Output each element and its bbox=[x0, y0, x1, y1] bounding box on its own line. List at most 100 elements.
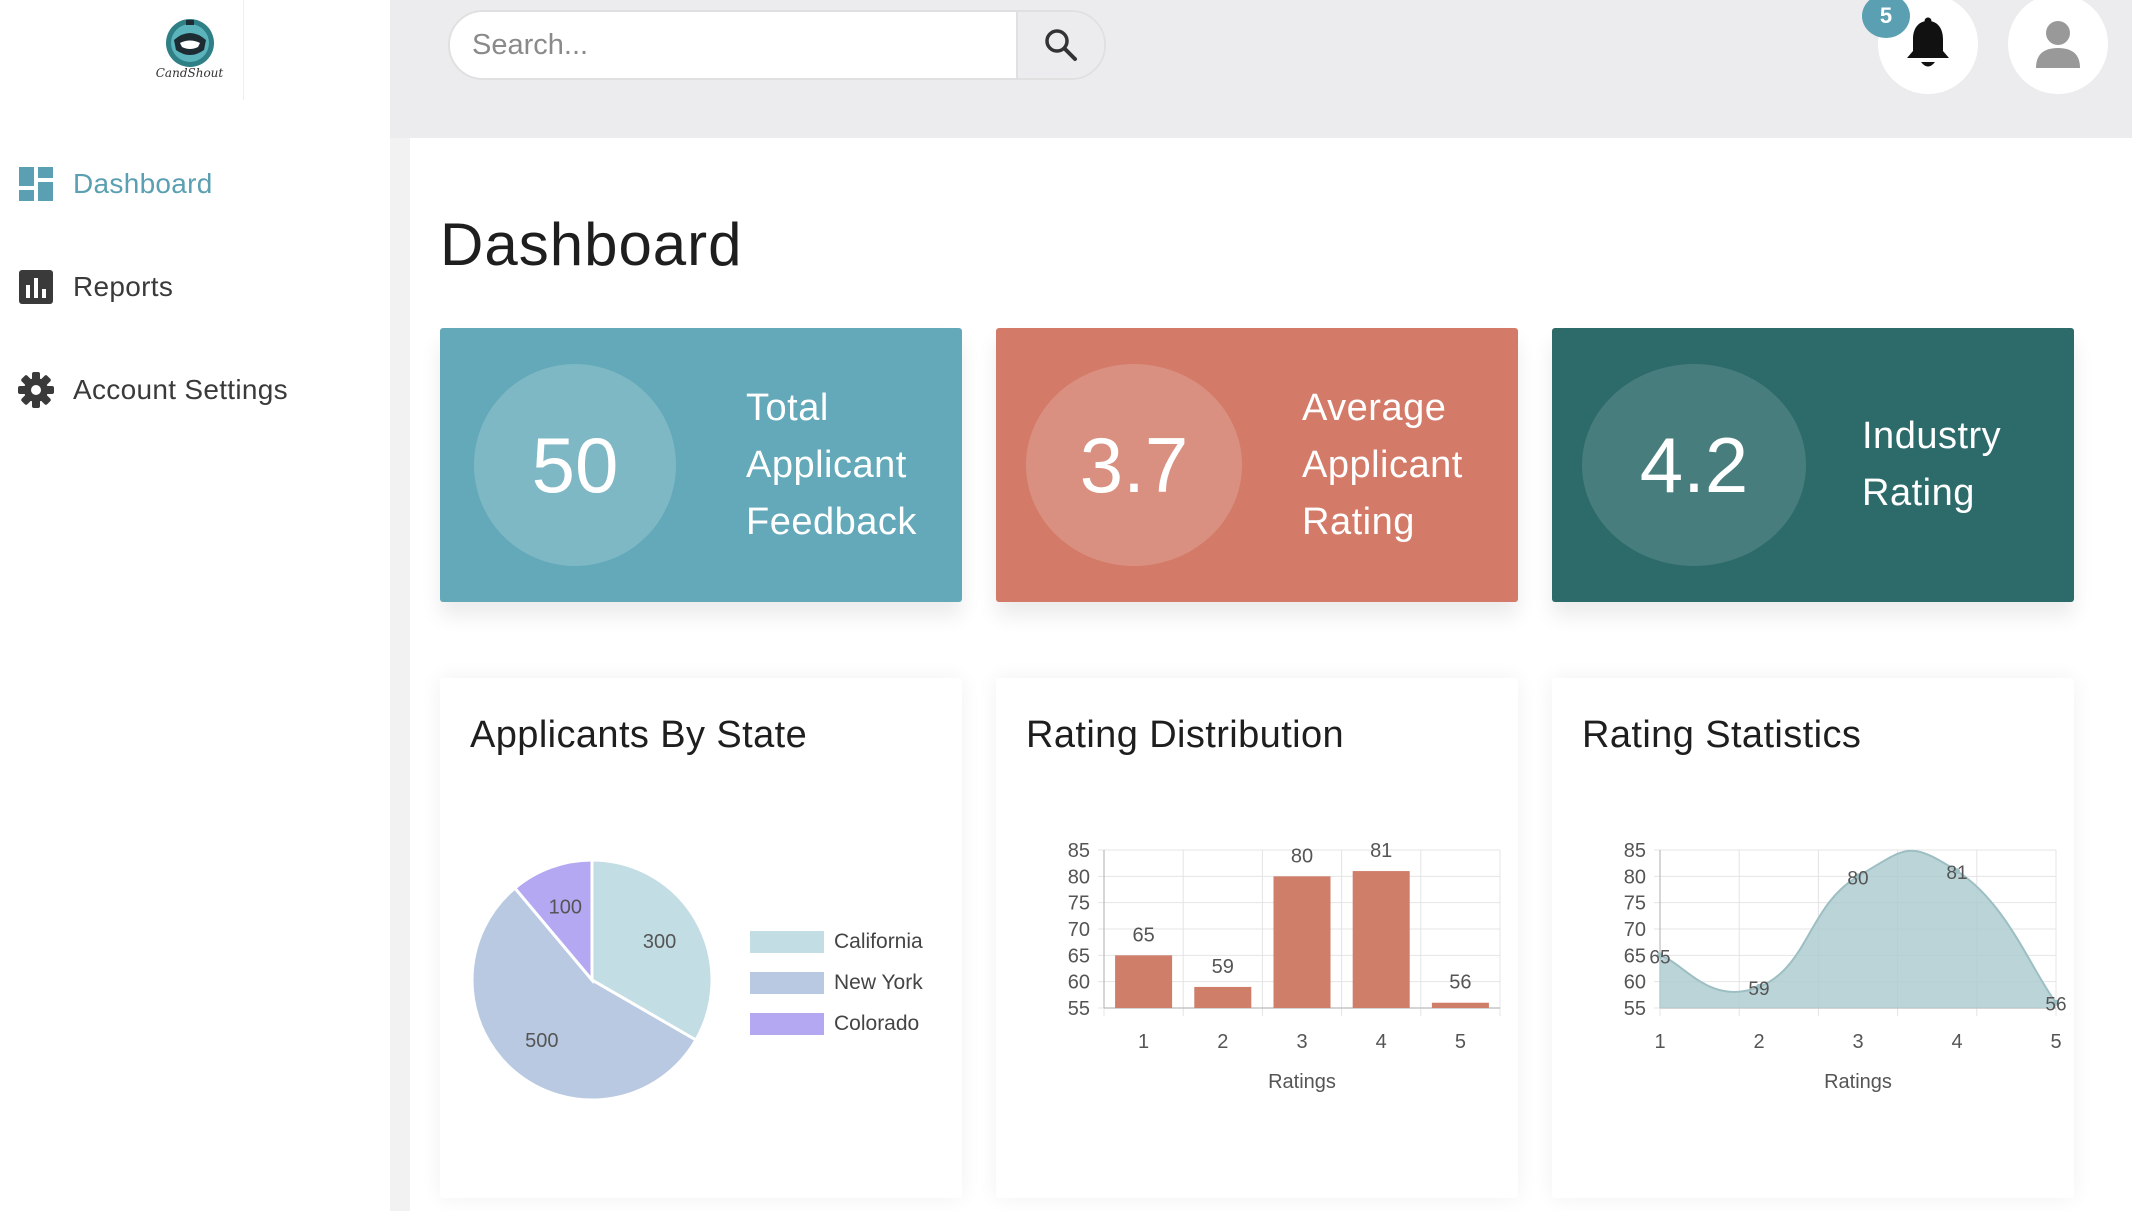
pie-slice-california bbox=[590, 858, 714, 1043]
legend-label: Colorado bbox=[834, 1012, 920, 1035]
top-bar: 5 bbox=[390, 0, 2132, 138]
area-point-2 bbox=[1756, 983, 1762, 990]
x-tick-label: 3 bbox=[1852, 1031, 1863, 1053]
pie-slice-new-york bbox=[470, 885, 698, 1102]
stat-label-line: Total bbox=[746, 387, 829, 429]
sidebar-item-label: Reports bbox=[73, 271, 174, 302]
bar-data-label: 65 bbox=[1132, 924, 1154, 946]
pie-slice-colorado bbox=[512, 858, 594, 985]
stat-label-line: Applicant bbox=[1302, 444, 1463, 486]
bar-chart: 85 80 75 70 65 60 55 1 2 3 4 5 Ratings Number of Peop… bbox=[1025, 840, 1501, 1093]
sidebar-nav: Dashboard Reports bbox=[18, 160, 378, 469]
legend-label: New York bbox=[834, 971, 923, 994]
user-profile-button[interactable] bbox=[2008, 0, 2108, 94]
search-button[interactable] bbox=[1016, 12, 1104, 78]
stat-label: Industry Rating bbox=[1862, 408, 2001, 522]
search-bar bbox=[448, 10, 1106, 80]
gear-icon bbox=[18, 372, 54, 408]
sidebar-item-dashboard[interactable]: Dashboard bbox=[18, 160, 378, 208]
logo-text: CandShout bbox=[155, 66, 224, 80]
chart-card-rating-distribution: Rating Distribution 85 80 75 70 65 60 55 1 2 3 4 5 R… bbox=[996, 678, 1518, 1198]
stat-label-line: Rating bbox=[1302, 501, 1415, 543]
bar-data-label: 80 bbox=[1291, 845, 1313, 867]
y-axis-title: Number of People bbox=[1025, 840, 1047, 1001]
stat-label-line: Rating bbox=[1862, 472, 1975, 514]
y-tick-label: 60 bbox=[1624, 972, 1646, 994]
stat-label: Total Applicant Feedback bbox=[746, 380, 917, 551]
area-fill bbox=[1660, 850, 2056, 1008]
stat-card-industry-rating[interactable]: 4.2 Industry Rating bbox=[1552, 328, 2074, 602]
stat-label-line: Applicant bbox=[746, 444, 907, 486]
x-tick-label: 4 bbox=[1376, 1031, 1387, 1053]
x-tick-label: 5 bbox=[2050, 1031, 2061, 1053]
logo[interactable]: CandShout bbox=[136, 0, 244, 100]
user-icon bbox=[2036, 21, 2080, 68]
sidebar-item-account-settings[interactable]: Account Settings bbox=[18, 366, 378, 414]
page-title: Dashboard bbox=[440, 211, 743, 278]
dashboard-content: Dashboard 50 Total Applicant Feedback 3.… bbox=[410, 138, 2132, 1211]
y-tick-label: 80 bbox=[1068, 866, 1090, 888]
y-tick-label: 70 bbox=[1624, 919, 1646, 941]
dashboard-icon bbox=[18, 166, 54, 202]
stat-label-line: Industry bbox=[1862, 415, 2002, 457]
pie-slice-label: 300 bbox=[643, 931, 676, 953]
chart-title: Rating Distribution bbox=[1026, 714, 1345, 756]
area-point-5 bbox=[2053, 999, 2059, 1006]
sidebar: CandShout Dashboard bbox=[0, 0, 390, 1211]
chart-card-rating-statistics: Rating Statistics 85 80 75 70 65 60 55 1 2 3 4 5 Rat… bbox=[1552, 678, 2074, 1198]
main-area: 5 Dashboard 50 Total Applicant Feedback … bbox=[390, 0, 2132, 1211]
x-tick-label: 1 bbox=[1654, 1031, 1665, 1053]
bar-data-label: 81 bbox=[1370, 840, 1392, 862]
x-axis-title: Ratings bbox=[1268, 1071, 1336, 1093]
bar-4 bbox=[1352, 871, 1410, 1008]
legend-swatch bbox=[750, 931, 824, 953]
pie-chart: 300 500 100 bbox=[470, 858, 714, 1102]
area-point-1 bbox=[1657, 952, 1663, 959]
search-input[interactable] bbox=[450, 12, 1016, 78]
stat-label-line: Feedback bbox=[746, 501, 917, 543]
logo-emblem-icon bbox=[165, 19, 214, 67]
x-tick-label: 1 bbox=[1138, 1031, 1149, 1053]
sidebar-item-reports[interactable]: Reports bbox=[18, 263, 378, 311]
stat-value: 4.2 bbox=[1582, 364, 1806, 566]
y-tick-label: 75 bbox=[1624, 893, 1646, 915]
bar-2 bbox=[1194, 986, 1252, 1008]
area-data-label: 65 bbox=[1649, 947, 1670, 968]
y-tick-label: 85 bbox=[1068, 840, 1090, 862]
bar-data-label: 56 bbox=[1449, 972, 1471, 994]
y-tick-label: 55 bbox=[1068, 998, 1090, 1020]
area-point-4 bbox=[1954, 868, 1960, 875]
chart-legend: California New York Colorado bbox=[750, 928, 923, 1051]
y-tick-label: 85 bbox=[1624, 840, 1646, 862]
legend-item-colorado[interactable]: Colorado bbox=[750, 1010, 923, 1038]
y-tick-label: 70 bbox=[1068, 919, 1090, 941]
stat-card-total-feedback[interactable]: 50 Total Applicant Feedback bbox=[440, 328, 962, 602]
y-tick-label: 60 bbox=[1068, 972, 1090, 994]
legend-swatch bbox=[750, 1013, 824, 1035]
x-tick-label: 5 bbox=[1455, 1031, 1466, 1053]
legend-item-new-york[interactable]: New York bbox=[750, 969, 923, 997]
legend-swatch bbox=[750, 972, 824, 994]
legend-item-california[interactable]: California bbox=[750, 928, 923, 956]
bar-5 bbox=[1431, 1002, 1489, 1008]
y-tick-label: 75 bbox=[1068, 893, 1090, 915]
bar-chart-icon bbox=[18, 269, 54, 305]
bar-data-label: 59 bbox=[1212, 956, 1234, 978]
chart-title: Applicants By State bbox=[470, 714, 808, 756]
chart-title: Rating Statistics bbox=[1582, 714, 1862, 756]
area-data-label: 59 bbox=[1748, 979, 1769, 1000]
search-icon bbox=[1045, 29, 1077, 61]
area-data-label: 81 bbox=[1946, 863, 1967, 884]
y-axis-title: Number of Companies bbox=[1581, 840, 1603, 1040]
sidebar-item-label: Account Settings bbox=[73, 374, 288, 405]
area-point-3 bbox=[1855, 873, 1861, 880]
stat-card-average-rating[interactable]: 3.7 Average Applicant Rating bbox=[996, 328, 1518, 602]
x-axis-title: Ratings bbox=[1824, 1071, 1892, 1093]
bar-3 bbox=[1273, 876, 1331, 1008]
chart-card-applicants-by-state: Applicants By State 300 500 100 California… bbox=[440, 678, 962, 1198]
stat-value: 3.7 bbox=[1026, 364, 1242, 566]
bar-1 bbox=[1115, 955, 1173, 1008]
stat-label-line: Average bbox=[1302, 387, 1447, 429]
y-tick-label: 65 bbox=[1068, 945, 1090, 967]
